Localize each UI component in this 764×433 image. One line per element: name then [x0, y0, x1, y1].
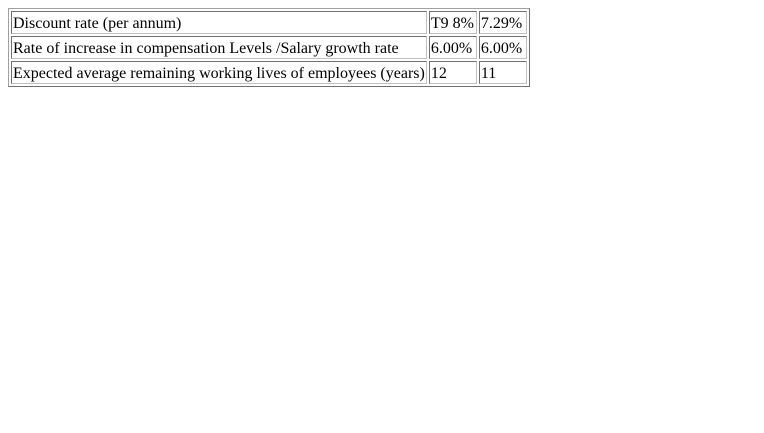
table-row: Expected average remaining working lives… — [11, 61, 527, 84]
previous-year-value-cell: 11 — [478, 61, 527, 84]
current-year-value-cell: 6.00% — [428, 36, 477, 59]
assumption-label-cell: Rate of increase in compensation Levels … — [11, 36, 427, 59]
previous-year-value-cell: 6.00% — [478, 36, 527, 59]
table-row: Rate of increase in compensation Levels … — [11, 36, 527, 59]
current-year-value-cell: T9 8% — [428, 11, 477, 34]
assumption-label-cell: Expected average remaining working lives… — [11, 61, 427, 84]
assumption-label-cell: Discount rate (per annum) — [11, 11, 427, 34]
actuarial-assumptions-table: Discount rate (per annum) T9 8% 7.29% Ra… — [8, 8, 530, 87]
previous-year-value-cell: 7.29% — [478, 11, 527, 34]
current-year-value-cell: 12 — [428, 61, 477, 84]
table-row: Discount rate (per annum) T9 8% 7.29% — [11, 11, 527, 34]
